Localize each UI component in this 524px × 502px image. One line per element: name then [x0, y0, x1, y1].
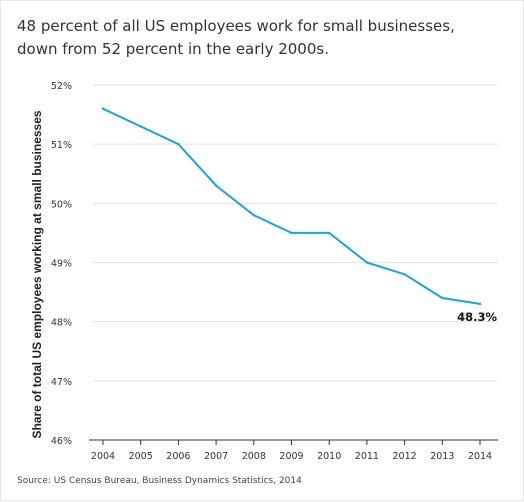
- data-point: [101, 107, 105, 110]
- data-label: 48.3%: [457, 310, 497, 324]
- x-tick-label: 2005: [129, 451, 153, 462]
- x-tick-label: 2009: [279, 451, 303, 462]
- x-tick-label: 2004: [91, 451, 115, 462]
- chart-source: Source: US Census Bureau, Business Dynam…: [17, 476, 302, 486]
- x-tick-label: 2014: [468, 451, 492, 462]
- y-tick-label: 46%: [51, 436, 72, 447]
- y-tick-label: 52%: [51, 81, 72, 92]
- data-point: [365, 261, 369, 264]
- y-tick-label: 51%: [51, 140, 72, 151]
- chart-title: 48 percent of all US employees work for …: [17, 17, 455, 58]
- y-tick-label: 47%: [51, 377, 72, 388]
- data-point: [478, 302, 482, 306]
- data-point: [214, 184, 218, 187]
- data-point: [252, 213, 255, 217]
- data-point: [177, 142, 180, 146]
- y-tick-label: 50%: [51, 199, 72, 210]
- data-point: [290, 231, 293, 235]
- data-point: [403, 273, 406, 276]
- x-tick-label: 2010: [317, 451, 341, 462]
- y-axis-title: Share of total US employees working at s…: [30, 110, 44, 438]
- x-tick-label: 2012: [393, 451, 417, 462]
- y-tick-label: 48%: [51, 318, 72, 329]
- x-tick-label: 2006: [166, 451, 190, 462]
- data-point: [139, 125, 142, 128]
- data-point: [328, 231, 331, 235]
- x-tick-label: 2007: [204, 451, 228, 462]
- x-tick-label: 2011: [355, 451, 379, 462]
- series-line: [102, 107, 481, 305]
- data-point: [441, 296, 444, 300]
- x-tick-label: 2008: [242, 451, 266, 462]
- x-tick-label: 2013: [430, 451, 454, 462]
- y-tick-label: 49%: [51, 259, 72, 270]
